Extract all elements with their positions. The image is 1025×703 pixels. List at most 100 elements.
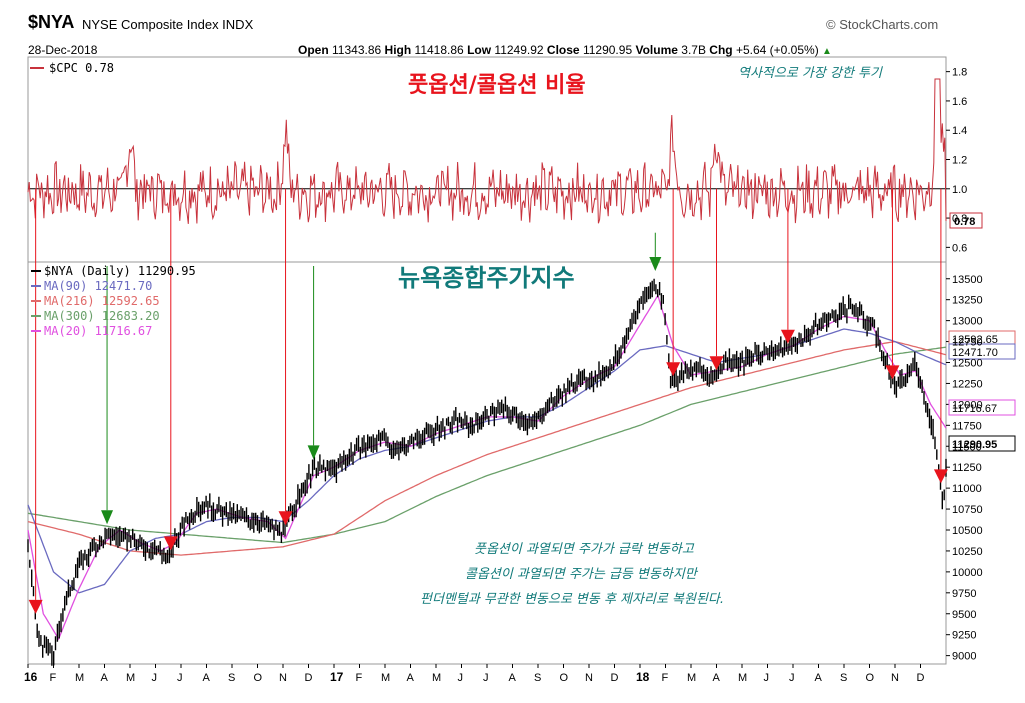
open-label: Open: [298, 43, 329, 57]
price-value-label: 11716.67: [952, 403, 997, 415]
month-label: M: [381, 672, 390, 684]
sell-arrow-icon: [885, 365, 900, 380]
month-label: A: [203, 672, 211, 684]
month-label: M: [738, 672, 747, 684]
month-label: M: [126, 672, 135, 684]
cpc-last-value-label: 0.78: [954, 216, 975, 228]
month-label: S: [228, 672, 235, 684]
price-legend-label: $NYA (Daily) 11290.95: [44, 264, 196, 278]
month-label: O: [560, 672, 569, 684]
month-label: J: [458, 672, 464, 684]
close-label: Close: [546, 43, 580, 57]
note-line-3: 펀더멘털과 무관한 변동으로 변동 후 제자리로 복원된다.: [420, 592, 724, 607]
month-label: J: [789, 672, 795, 684]
cpc-tick-label: 0.6: [952, 242, 967, 254]
symbol-title: $NYA: [28, 12, 75, 32]
note-line-1: 풋옵션이 과열되면 주가가 급락 변동하고: [474, 542, 695, 557]
cpc-tick-label: 1.0: [952, 184, 967, 196]
sell-arrow-icon: [278, 511, 293, 526]
price-tick-label: 10500: [952, 525, 983, 537]
month-label: 17: [330, 670, 344, 684]
low-value: 11249.92: [494, 43, 544, 57]
ohlc-summary: Open 11343.86 High 11418.86 Low 11249.92…: [298, 43, 832, 57]
open-value: 11343.86: [332, 43, 382, 57]
lower-title: 뉴욕종합주가지수: [398, 264, 575, 292]
price-value-label: 12471.70: [952, 347, 998, 359]
month-label: N: [891, 672, 899, 684]
sell-arrow-icon: [709, 356, 724, 371]
month-label: S: [840, 672, 847, 684]
month-label: M: [75, 672, 84, 684]
month-label: F: [50, 672, 57, 684]
ma20-legend-label: MA(20) 11716.67: [44, 324, 152, 338]
price-tick-label: 13000: [952, 316, 983, 328]
month-label: D: [611, 672, 619, 684]
price-tick-label: 11000: [952, 483, 982, 495]
price-tick-label: 10250: [952, 546, 983, 558]
price-tick-label: 10000: [952, 567, 983, 579]
price-tick-label: 9250: [952, 630, 976, 642]
volume-value: 3.7B: [681, 43, 706, 57]
month-label: A: [815, 672, 823, 684]
ma300-legend-label: MA(300) 12683.20: [44, 309, 160, 323]
price-value-label: 12592.65: [952, 334, 998, 346]
month-label: N: [279, 672, 287, 684]
price-value-label: 11290.95: [952, 439, 997, 451]
chart-date: 28-Dec-2018: [28, 43, 98, 57]
cpc-tick-label: 1.2: [952, 155, 967, 167]
month-label: D: [305, 672, 313, 684]
ma20-line: [27, 293, 947, 641]
ma90-legend-label: MA(90) 12471.70: [44, 279, 152, 293]
month-label: J: [764, 672, 770, 684]
price-tick-label: 9000: [952, 651, 976, 663]
cpc-tick-label: 1.4: [952, 125, 967, 137]
buy-arrow-icon: [101, 510, 114, 525]
stockcharts-logo[interactable]: © StockCharts.com: [826, 17, 939, 32]
close-value: 11290.95: [582, 43, 633, 57]
sell-arrow-icon: [933, 469, 948, 484]
price-tick-label: 9750: [952, 588, 976, 600]
cpc-series-line: [27, 78, 947, 224]
high-value: 11418.86: [414, 43, 464, 57]
sell-arrow-icon: [666, 362, 681, 377]
sell-arrow-icon: [780, 329, 795, 344]
note-line-2: 콜옵션이 과열되면 주가는 급등 변동하지만: [465, 567, 699, 582]
cpc-legend: $CPC 0.78: [30, 61, 114, 75]
price-tick-label: 10750: [952, 504, 983, 516]
month-label: D: [917, 672, 925, 684]
month-label: J: [177, 672, 183, 684]
sell-arrow-icon: [28, 599, 43, 614]
high-label: High: [384, 43, 412, 57]
chg-label: Chg: [709, 43, 733, 57]
month-label: J: [483, 672, 489, 684]
ma300-line: [27, 346, 947, 544]
month-label: J: [152, 672, 158, 684]
month-label: 18: [636, 670, 650, 684]
month-label: M: [687, 672, 696, 684]
price-tick-label: 11500: [952, 441, 982, 453]
month-label: O: [254, 672, 263, 684]
month-label: M: [432, 672, 441, 684]
month-label: A: [713, 672, 721, 684]
price-tick-label: 9500: [952, 609, 976, 621]
index-name: NYSE Composite Index INDX: [82, 17, 254, 32]
cpc-tick-label: 1.8: [952, 67, 967, 79]
price-tick-label: 11250: [952, 462, 982, 474]
buy-arrow-icon: [307, 445, 320, 460]
low-label: Low: [467, 43, 492, 57]
price-value-box: [948, 435, 1016, 452]
price-tick-label: 12000: [952, 399, 983, 411]
price-tick-label: 12750: [952, 337, 983, 349]
ma216-line: [27, 340, 947, 556]
month-label: A: [101, 672, 109, 684]
month-label: A: [509, 672, 517, 684]
price-tick-label: 11750: [952, 420, 982, 432]
price-value-box: [948, 343, 1016, 360]
sell-arrow-icon: [163, 536, 178, 551]
price-tick-label: 12500: [952, 358, 983, 370]
month-label: F: [662, 672, 669, 684]
price-tick-label: 12250: [952, 378, 983, 390]
month-label: S: [534, 672, 541, 684]
